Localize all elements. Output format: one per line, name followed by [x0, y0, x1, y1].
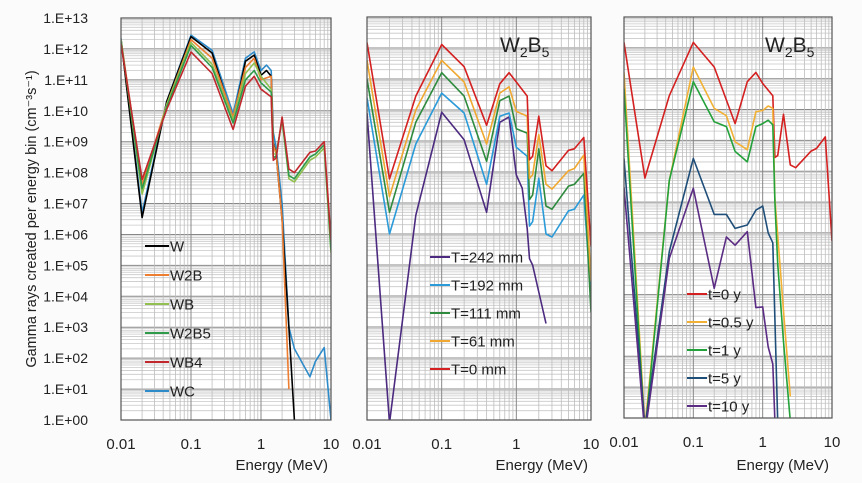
series-line-wb4 — [121, 43, 331, 241]
series-line-t-5-y — [624, 157, 779, 418]
series-line-wb — [121, 39, 331, 254]
legend-label: WC — [170, 384, 195, 401]
gridlines — [366, 17, 591, 421]
title-subscript: 2 — [520, 44, 528, 60]
legend-label: T=192 mm — [451, 278, 523, 295]
series-line-t-0-y — [624, 41, 832, 241]
legend-item: T=242 mm — [430, 250, 523, 267]
legend-item: WC — [145, 384, 195, 401]
y-tick-label: 1.E+01 — [43, 381, 88, 397]
series-lines — [367, 42, 591, 420]
series-line-t-1-y — [624, 80, 791, 418]
legend-label: t=0.5 y — [708, 315, 754, 332]
legend-item: T=111 mm — [430, 306, 521, 323]
legend-label: T=61 mm — [451, 334, 515, 351]
x-tick-label: 1 — [257, 436, 265, 453]
legend-item: W2B5 — [145, 326, 211, 343]
x-tick-label: 10 — [323, 436, 340, 453]
title-subscript: 5 — [807, 44, 815, 60]
y-tick-label: 1.E+11 — [44, 72, 88, 88]
y-tick-label: 1.E+03 — [43, 319, 88, 335]
x-tick-label: 10 — [583, 436, 600, 453]
legend-item: t=10 y — [687, 399, 750, 416]
series-line-t-0-mm — [367, 42, 591, 247]
x-tick-label: 0.1 — [181, 436, 202, 453]
series-line-w2b5 — [121, 40, 331, 250]
legend-item: T=61 mm — [430, 334, 515, 351]
legend-label: t=1 y — [708, 343, 741, 360]
legend-item: W — [145, 239, 185, 256]
plot-border — [120, 17, 332, 421]
y-tick-label: 1.E+07 — [43, 196, 88, 212]
y-tick-label: 1.E+05 — [43, 257, 88, 273]
title-part: B — [793, 34, 807, 57]
y-tick-label: 1.E+13 — [43, 10, 88, 26]
y-tick-label: 1.E+08 — [43, 165, 88, 181]
legend-item: T=192 mm — [430, 278, 523, 295]
x-tick-label: 0.01 — [609, 434, 638, 451]
x-tick-label: 1 — [512, 436, 520, 453]
title-subscript: 5 — [542, 44, 550, 60]
legend-label: WB4 — [170, 355, 203, 372]
y-tick-label: 1.E+06 — [43, 226, 88, 242]
legend-item: W2B — [145, 268, 203, 285]
series-lines — [624, 41, 832, 418]
legend-item: t=5 y — [687, 371, 741, 388]
x-tick-label: 10 — [824, 434, 841, 451]
legend: W W2B WB W2B5 WB4 WC — [145, 239, 211, 401]
x-tick-label: 0.01 — [106, 436, 135, 453]
y-tick-label: 1.E+04 — [43, 288, 88, 304]
x-tick-label: 0.01 — [352, 436, 381, 453]
y-tick-label: 1.E+02 — [43, 350, 88, 366]
series-lines — [121, 34, 331, 420]
panel-2: 0.01 0.1 1 10 Energy (MeV) W2B5 T=242 mm T=192 … — [352, 16, 600, 474]
legend-item: WB — [145, 297, 194, 314]
series-line-wc — [121, 34, 331, 420]
x-tick-label: 1 — [758, 434, 766, 451]
plot-border — [366, 16, 592, 421]
series-line-t-242-mm — [367, 111, 547, 420]
y-axis-label: Gamma rays created per energy bin (cm⁻³s… — [24, 70, 40, 367]
title-part: W — [765, 34, 785, 57]
legend-label: T=242 mm — [451, 250, 523, 267]
legend-label: W — [170, 239, 185, 256]
legend-label: T=111 mm — [451, 306, 521, 323]
legend-label: t=10 y — [708, 399, 750, 416]
series-line-t-10-y — [624, 187, 776, 418]
legend: T=242 mm T=192 mm T=111 mm T=61 mm T=0 mm — [430, 250, 523, 379]
legend-label: t=5 y — [708, 371, 741, 388]
legend: t=0 y t=0.5 y t=1 y t=5 y t=10 y — [687, 287, 754, 416]
gridlines — [120, 18, 331, 421]
title-part: B — [528, 34, 542, 57]
title-subscript: 2 — [785, 44, 793, 60]
legend-item: t=0 y — [687, 287, 741, 304]
legend-label: WB — [170, 297, 194, 314]
series-line-t-192-mm — [367, 92, 591, 297]
legend-label: W2B5 — [170, 326, 211, 343]
legend-item: t=0.5 y — [687, 315, 754, 332]
plot-border — [623, 16, 833, 419]
y-tick-label: 1.E+00 — [43, 412, 88, 428]
y-tick-label: 1.E+12 — [43, 41, 88, 57]
panel-title: W2B5 — [765, 34, 815, 60]
legend-item: t=1 y — [687, 343, 741, 360]
x-tick-label: 0.1 — [683, 434, 704, 451]
legend-item: WB4 — [145, 355, 203, 372]
title-part: W — [500, 34, 520, 57]
panel-1: 0.01 0.1 1 10 Energy (MeV) 1.E+13 1.E+12 1.E+11… — [24, 10, 339, 474]
x-axis-label: Energy (MeV) — [495, 457, 588, 474]
legend-label: T=0 mm — [451, 362, 506, 379]
legend-item: T=0 mm — [430, 362, 506, 379]
y-tick-label: 1.E+09 — [43, 134, 88, 150]
x-axis-label: Energy (MeV) — [736, 457, 829, 474]
legend-label: t=0 y — [708, 287, 741, 304]
legend-label: W2B — [170, 268, 203, 285]
y-tick-label: 1.E+10 — [43, 103, 88, 119]
x-axis-label: Energy (MeV) — [235, 457, 328, 474]
panel-title: W2B5 — [500, 34, 550, 60]
x-tick-label: 0.1 — [431, 436, 452, 453]
